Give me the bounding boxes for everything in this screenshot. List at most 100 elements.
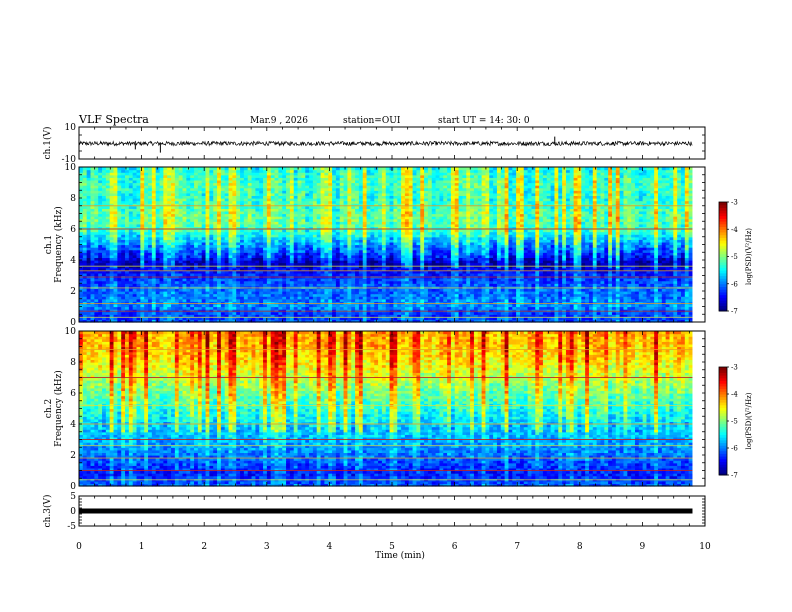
spectrogram-cell [309, 272, 314, 277]
spectrogram-cell [581, 249, 586, 253]
spectrogram-cell [224, 254, 230, 259]
spectrogram-cell [105, 296, 111, 300]
spectrogram-cell [397, 301, 402, 305]
spectrogram-cell [569, 262, 575, 266]
spectrogram-cell [412, 314, 418, 318]
spectrogram-cell [424, 249, 429, 253]
spectrogram-cell [90, 316, 95, 321]
spectrogram-cell [634, 262, 640, 266]
spectrogram-cell [500, 267, 506, 271]
spectrogram-cell [554, 270, 559, 274]
spectrogram-cell [224, 257, 230, 261]
spectrogram-cell [347, 265, 352, 269]
spectrogram-cell [619, 265, 625, 269]
spectrogram-cell [600, 291, 605, 295]
spectrogram-cell [596, 260, 602, 264]
spectrogram-cell [362, 260, 368, 264]
spectrogram-cell [535, 288, 540, 292]
spectrogram-cell [240, 244, 245, 248]
spectrogram-cell [251, 247, 256, 251]
spectrogram-cell [443, 252, 448, 256]
spectrogram-cell [320, 254, 325, 259]
spectrogram-cell [332, 298, 337, 302]
spectrogram-cell [673, 272, 678, 277]
spectrogram-cell [351, 296, 356, 300]
spectrogram-cell [527, 252, 533, 256]
spectrogram-cell [654, 311, 659, 315]
spectrogram-cell [316, 260, 322, 264]
spectrogram-cell [439, 285, 444, 290]
spectrogram-cell [255, 254, 260, 259]
spectrogram-cell [657, 288, 663, 292]
spectrogram-cell [335, 241, 341, 246]
spectrogram-cell [677, 270, 682, 274]
spectrogram-cell [286, 303, 291, 308]
spectrogram-cell [79, 311, 84, 315]
spectrogram-cell [220, 293, 226, 297]
spectrogram-cell [305, 296, 310, 300]
spectrogram-cell [159, 278, 164, 282]
spectrogram-cell [661, 280, 667, 284]
spectrogram-cell [370, 272, 375, 277]
spectrogram-cell [393, 293, 398, 297]
spectrogram-cell [102, 303, 107, 308]
spectrogram-cell [263, 283, 268, 287]
spectrogram-cell [539, 316, 544, 321]
spectrogram-cell [424, 311, 429, 315]
spectrogram-cell [619, 316, 625, 321]
spectrogram-cell [282, 249, 287, 253]
spectrogram-cell [600, 244, 605, 248]
spectrogram-cell [220, 262, 226, 266]
spectrogram-cell [324, 247, 329, 251]
spectrogram-cell [443, 267, 448, 271]
spectrogram-cell [615, 249, 621, 253]
spectrogram-cell [657, 267, 663, 271]
spectrogram-cell [243, 278, 249, 282]
spectrogram-cell [355, 296, 360, 300]
spectrogram-cell [623, 301, 628, 305]
spectrogram-cell [366, 252, 371, 256]
spectrogram-cell [554, 319, 559, 323]
spectrogram-cell [654, 319, 659, 323]
spectrogram-cell [385, 288, 391, 292]
spectrogram-cell [450, 301, 456, 305]
spectrogram-cell [481, 249, 487, 253]
spectrogram-cell [608, 257, 613, 261]
spectrogram-cell [274, 278, 279, 282]
spectrogram-cell [163, 309, 168, 313]
spectrogram-cell [132, 293, 138, 297]
spectrogram-cell [217, 247, 222, 251]
spectrogram-cell [535, 260, 540, 264]
spectrogram-cell [109, 306, 115, 310]
spectrogram-cell [324, 291, 329, 295]
spectrogram-cell [339, 249, 345, 253]
spectrogram-cell [657, 265, 663, 269]
spectrogram-cell [328, 270, 333, 274]
spectrogram-cell [397, 293, 402, 297]
spectrogram-cell [657, 319, 663, 323]
spectrogram-cell [496, 285, 502, 290]
spectrogram-cell [205, 249, 210, 253]
spectrogram-cell [351, 293, 356, 297]
spectrogram-cell [615, 262, 621, 266]
spectrogram-cell [439, 265, 444, 269]
spectrogram-cell [661, 296, 667, 300]
spectrogram-cell [546, 309, 552, 313]
spectrogram-cell [504, 309, 510, 313]
spectrogram-cell [646, 244, 651, 248]
spectrogram-cell [477, 303, 483, 308]
spectrogram-cell [243, 252, 249, 256]
spectrogram-cell [174, 301, 180, 305]
spectrogram-cell [600, 267, 605, 271]
spectrogram-cell [312, 291, 318, 295]
spectrogram-cell [554, 254, 559, 259]
spectrogram-cell [481, 257, 487, 261]
spectrogram-cell [604, 260, 609, 264]
spectrogram-cell [462, 272, 467, 277]
spectrogram-cell [615, 244, 621, 248]
spectrogram-cell [673, 291, 678, 295]
spectrogram-cell [121, 249, 126, 253]
spectrogram-cell [504, 288, 510, 292]
spectrogram-cell [201, 278, 207, 282]
spectrogram-cell [286, 244, 291, 248]
